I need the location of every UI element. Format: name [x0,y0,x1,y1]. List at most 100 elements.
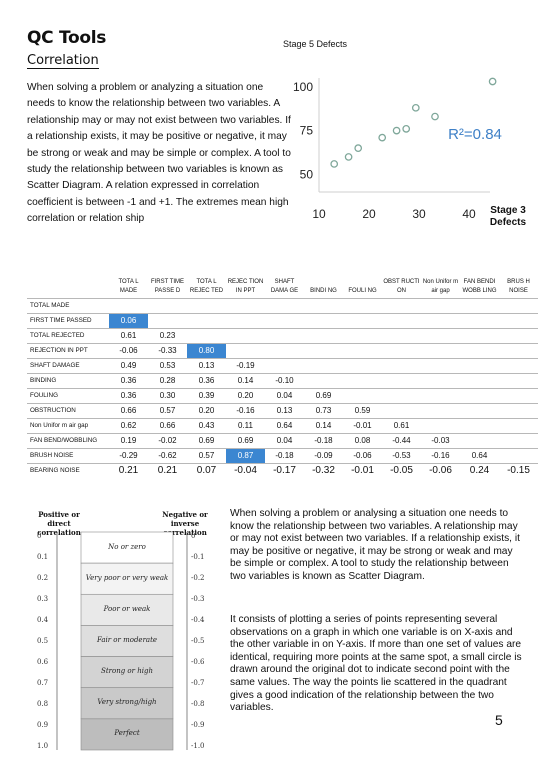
table-cell [265,357,304,373]
table-header-row: TOTA L MADE FIRST TIME PASSE D TOTA L REJE… [27,256,538,298]
scatter-point [344,153,353,161]
row-label: REJECTION IN PPT [27,342,109,358]
scale-negative-heading: Negative or inverse correlation [162,510,208,537]
negative-tick-label: -0.7 [191,679,205,687]
table-cell [382,402,421,418]
table-cell: -0.44 [382,432,421,448]
table-cell [304,312,343,328]
scatter-plot-svg: 100 75 50 10 20 30 40 [293,77,497,221]
scale-band-label: No or zero [108,542,146,551]
table-cell: 0.53 [148,357,187,373]
r-squared-label: R²=0.84 [428,124,522,146]
table-cell [460,432,499,448]
column-header: BRUS H NOISE [507,278,530,294]
scale-band [80,593,174,626]
negative-tick-label: -0.8 [191,700,205,708]
table-cell: -0.16 [226,402,265,418]
scale-band-label: Poor or weak [103,604,151,613]
table-cell [265,327,304,343]
scale-graphic [56,531,188,751]
table-cell: -0.09 [304,447,343,463]
table-cell: 0.20 [226,387,265,403]
table-cell: 0.66 [148,417,187,433]
table-cell [226,342,265,358]
table-cell [382,297,421,313]
table-cell [187,297,226,313]
table-cell: 0.14 [226,372,265,388]
table-cell [148,297,187,313]
table-cell: -0.19 [226,357,265,373]
table-cell: 0.57 [187,447,226,463]
table-row: REJECTION IN PPT -0.06 -0.33 0.80 [27,342,538,358]
negative-tick-label: -0.5 [191,637,205,645]
table-cell [499,447,538,463]
y-tick-label: 100 [293,80,313,94]
table-cell: 0.69 [187,432,226,448]
table-cell [343,387,382,403]
row-label: BEARING NOISE [27,462,109,478]
scale-band [80,718,174,751]
table-cell: 0.14 [304,417,343,433]
x-tick-label: 40 [462,207,476,221]
chart-x-axis-label: Stage 3 Defects [489,205,527,228]
scatter-description-2: It consists of plotting a series of poin… [230,614,522,714]
table-cell [304,357,343,373]
positive-tick-label: 0.1 [37,553,49,561]
intro-paragraph: When solving a problem or analyzing a si… [27,82,291,225]
positive-tick-label: 0.5 [37,637,49,645]
row-label: FIRST TIME PASSED [27,312,109,328]
positive-tick-label: 0.4 [37,616,49,624]
table-cell [460,387,499,403]
table-cell: -0.06 [109,342,148,358]
table-cell: 0.28 [148,372,187,388]
row-label: FOULING [27,387,109,403]
table-cell: -0.05 [382,462,421,478]
negative-tick-label: -0.1 [191,553,205,561]
table-cell [382,372,421,388]
header-corner [27,256,109,298]
table-cell [343,297,382,313]
table-cell: 0.59 [343,402,382,418]
table-cell: 0.36 [109,387,148,403]
table-row: BINDING 0.36 0.28 0.36 0.14 -0.10 [27,372,538,388]
table-cell [382,342,421,358]
column-header: TOTA L MADE [118,278,139,294]
table-cell [460,342,499,358]
table-cell: -0.18 [304,432,343,448]
table-row: FOULING 0.36 0.30 0.39 0.20 0.04 0.69 [27,387,538,403]
scatter-point [411,103,420,112]
table-cell: 0.07 [187,462,226,478]
page-title: QC Tools [27,28,107,48]
table-cell: 0.62 [109,417,148,433]
table-cell [499,297,538,313]
table-cell: -0.15 [499,462,538,478]
table-cell [499,357,538,373]
column-header: OBST RUCTI ON [383,278,420,294]
table-cell [499,432,538,448]
table-cell: 0.06 [109,312,148,328]
table-cell: 0.49 [109,357,148,373]
table-cell [421,327,460,343]
table-cell [382,357,421,373]
table-cell [460,357,499,373]
table-cell: 0.13 [265,402,304,418]
table-row: Non Unifor m air gap 0.62 0.66 0.43 0.11 0.64… [27,417,538,433]
table-cell: -0.33 [148,342,187,358]
table-cell: 0.08 [343,432,382,448]
table-cell: 0.36 [187,372,226,388]
table-row: OBSTRUCTION 0.66 0.57 0.20 -0.16 0.13 0.73 0.59 [27,402,538,418]
chart-title: Stage 5 Defects [283,39,348,49]
scale-band-label: Strong or high [101,667,153,676]
scatter-point [402,125,411,133]
column-header: REJEC TION IN PPT [227,278,264,294]
column-header: FIRST TIME PASSE D [150,278,185,294]
negative-tick-label: -0.2 [191,574,205,582]
table-cell: -0.17 [265,462,304,478]
row-label: SHAFT DAMAGE [27,357,109,373]
table-cell: 0.61 [109,327,148,343]
table-cell: -0.04 [226,462,265,478]
table-cell: 0.04 [265,387,304,403]
table-cell: 0.19 [109,432,148,448]
table-cell [499,312,538,328]
correlation-scale: Positive or direct correlation Negative … [27,510,217,760]
